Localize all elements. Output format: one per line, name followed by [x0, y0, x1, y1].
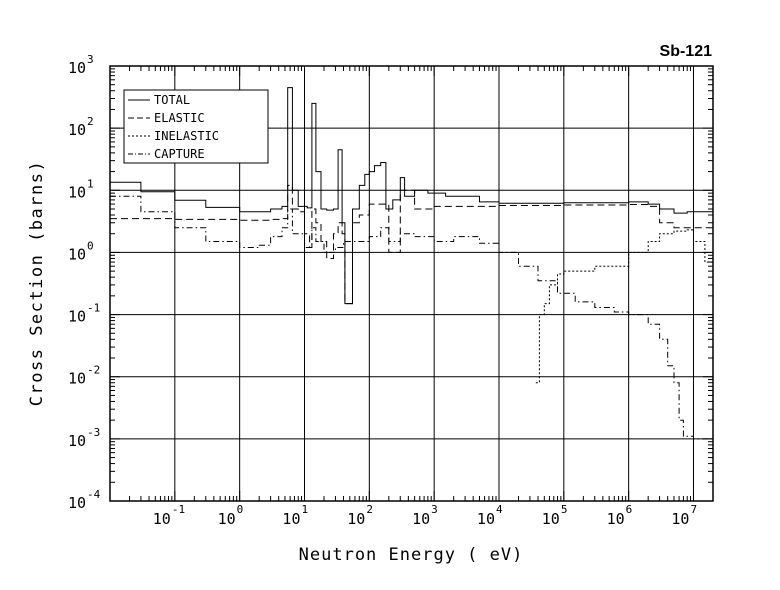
- x-tick-label-exponent: 6: [626, 503, 633, 516]
- x-tick-label-exponent: 2: [366, 503, 373, 516]
- legend-label-capture: CAPTURE: [154, 147, 205, 161]
- y-tick-label: 10: [68, 59, 86, 77]
- series-total-line: [110, 87, 714, 305]
- legend-label-total: TOTAL: [154, 93, 190, 107]
- x-tick-label: 10: [607, 510, 625, 528]
- x-tick-label: 10: [412, 510, 430, 528]
- legend-label-inelastic: INELASTIC: [154, 129, 219, 143]
- x-axis-label: Neutron Energy ( eV): [299, 545, 524, 565]
- y-tick-label-exponent: 2: [87, 115, 94, 128]
- y-axis-label: Cross Section (barns): [27, 160, 47, 406]
- y-tick-label-exponent: -1: [87, 302, 100, 315]
- x-tick-label: 10: [542, 510, 560, 528]
- x-tick-label: 10: [218, 510, 236, 528]
- legend: TOTAL ELASTIC INELASTIC CAPTURE: [123, 89, 269, 164]
- x-tick-label-exponent: 1: [301, 503, 308, 516]
- y-tick-label: 10: [68, 121, 86, 139]
- y-tick-label-exponent: 3: [87, 53, 94, 66]
- y-tick-label: 10: [68, 494, 86, 512]
- y-tick-label-exponent: 0: [87, 239, 94, 252]
- x-tick-label-exponent: -1: [172, 503, 185, 516]
- x-tick-label-exponent: 7: [690, 503, 697, 516]
- y-tick-label: 10: [68, 308, 86, 326]
- y-tick-label: 10: [68, 183, 86, 201]
- x-tick-label: 10: [153, 510, 171, 528]
- x-tick-label: 10: [282, 510, 300, 528]
- x-tick-label-exponent: 4: [496, 503, 503, 516]
- x-tick-label-exponent: 3: [431, 503, 438, 516]
- x-tick-label: 10: [347, 510, 365, 528]
- chart-title: Sb-121: [660, 43, 713, 60]
- y-tick-label-exponent: -3: [87, 426, 100, 439]
- x-tick-label: 10: [477, 510, 495, 528]
- series-layer: [110, 87, 714, 442]
- y-tick-label: 10: [68, 432, 86, 450]
- plot-frame: [109, 65, 714, 502]
- y-tick-label-exponent: -2: [87, 364, 100, 377]
- series-inelastic-line: [535, 229, 714, 384]
- series-capture-line: [110, 195, 714, 442]
- legend-box: [123, 89, 269, 164]
- axis-ticks: [109, 66, 714, 502]
- y-tick-label-exponent: 1: [87, 177, 94, 190]
- x-tick-label-exponent: 0: [237, 503, 244, 516]
- legend-label-elastic: ELASTIC: [154, 111, 205, 125]
- x-tick-label: 10: [671, 510, 689, 528]
- y-tick-label: 10: [68, 370, 86, 388]
- y-tick-label: 10: [68, 245, 86, 263]
- series-elastic-line: [110, 184, 714, 305]
- x-tick-label-exponent: 5: [561, 503, 568, 516]
- y-tick-label-exponent: -4: [87, 488, 101, 501]
